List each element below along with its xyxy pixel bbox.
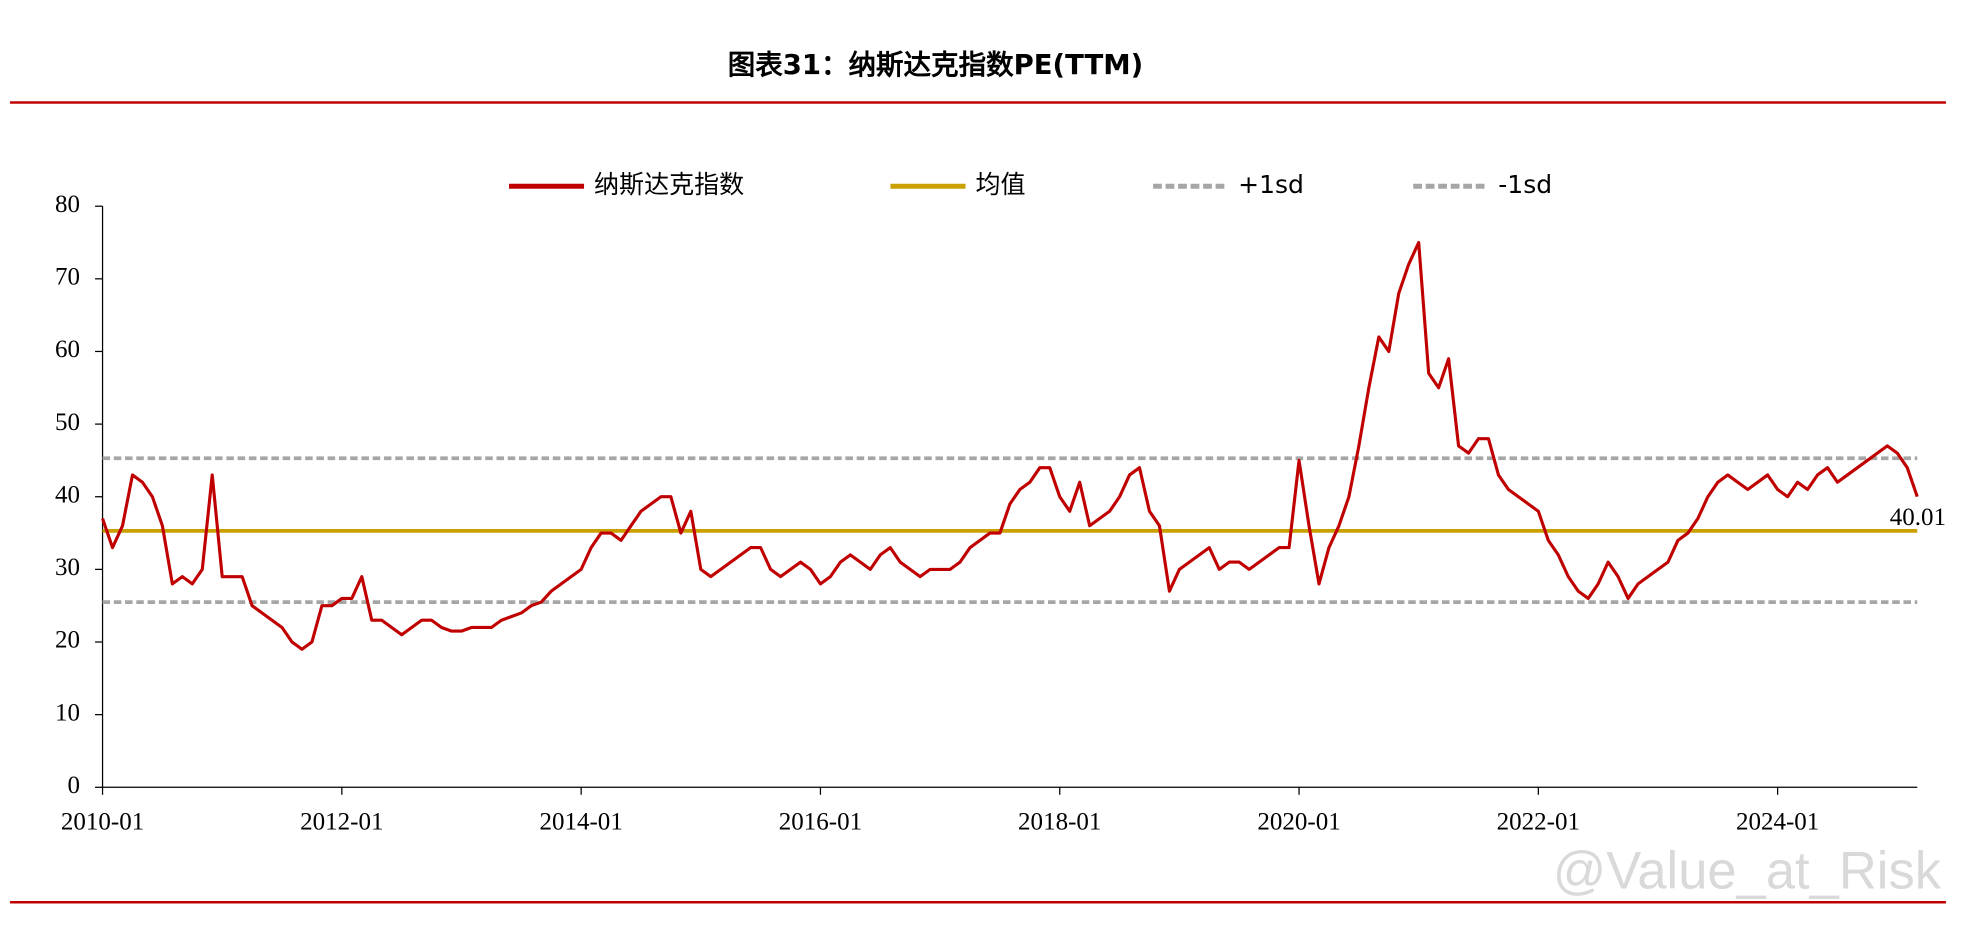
x-tick-label: 2016-01 bbox=[779, 808, 862, 835]
x-tick-label: 2018-01 bbox=[1018, 808, 1101, 835]
last-value-label: 40.01 bbox=[1890, 504, 1946, 531]
legend-label: +1sd bbox=[1238, 170, 1304, 199]
x-tick-label: 2022-01 bbox=[1497, 808, 1580, 835]
legend-label: -1sd bbox=[1498, 170, 1552, 199]
x-tick-label: 2014-01 bbox=[539, 808, 622, 835]
y-tick-label: 60 bbox=[55, 336, 80, 363]
y-tick-label: 80 bbox=[55, 191, 80, 218]
y-tick-label: 10 bbox=[55, 699, 80, 726]
x-tick-label: 2024-01 bbox=[1736, 808, 1819, 835]
data-line bbox=[101, 240, 1919, 651]
x-tick-label: 2020-01 bbox=[1257, 808, 1340, 835]
y-tick-label: 70 bbox=[55, 264, 80, 291]
y-tick-label: 50 bbox=[55, 409, 80, 436]
watermark: @Value_at_Risk bbox=[1553, 842, 1942, 901]
y-tick-label: 30 bbox=[55, 554, 80, 581]
y-tick-label: 20 bbox=[55, 627, 80, 654]
y-tick-label: 0 bbox=[68, 772, 81, 799]
legend-label: 纳斯达克指数 bbox=[594, 170, 744, 199]
legend-label: 均值 bbox=[975, 170, 1025, 199]
chart-title: 图表31：纳斯达克指数PE(TTM) bbox=[728, 49, 1144, 81]
x-tick-label: 2012-01 bbox=[300, 808, 383, 835]
y-tick-label: 40 bbox=[55, 481, 80, 508]
x-tick-label: 2010-01 bbox=[61, 808, 144, 835]
